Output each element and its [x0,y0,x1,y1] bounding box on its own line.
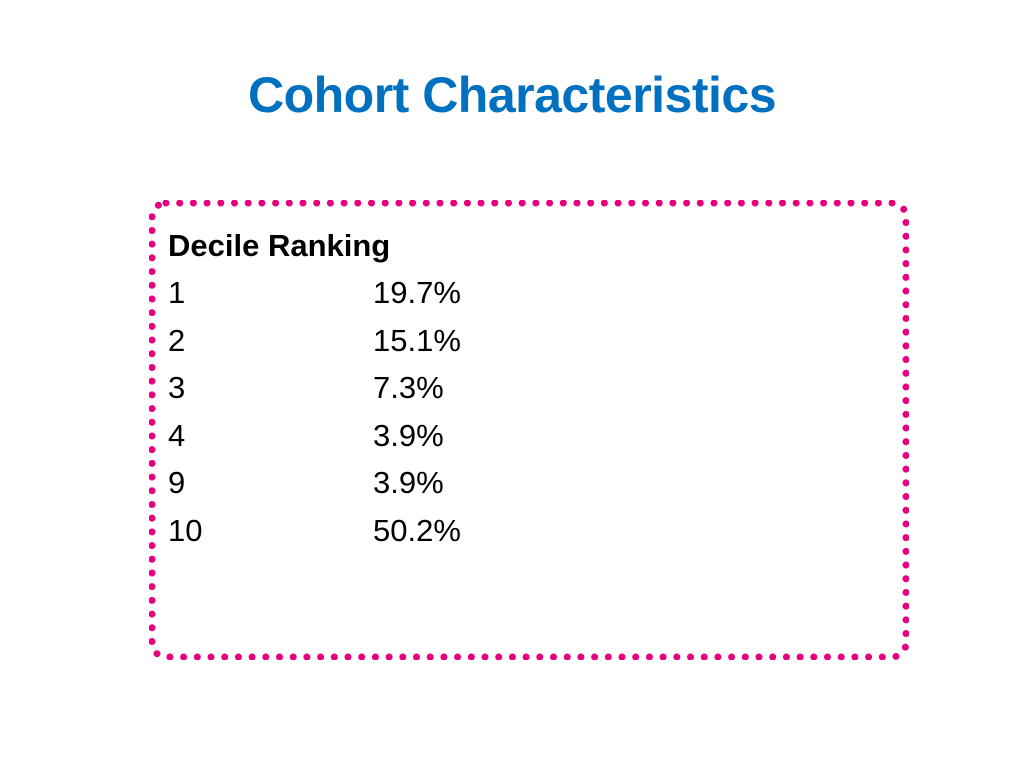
decile-value: 3 [168,370,186,405]
dotted-border [149,200,909,660]
decile-percent: 15.1% [373,322,461,358]
decile-row: 4 3.9% [168,412,768,460]
decile-value: 9 [168,465,186,500]
decile-percent: 3.9% [373,417,444,453]
dotted-frame [149,200,909,660]
slide-title: Cohort Characteristics [247,67,777,123]
decile-heading: Decile Ranking [168,228,391,263]
decile-value: 1 [168,275,186,310]
decile-value: 10 [168,512,203,548]
decile-row: 3 7.3% [168,364,768,412]
decile-percent: 3.9% [373,465,444,500]
decile-row: 2 15.1% [168,317,768,365]
decile-value: 4 [168,417,186,453]
decile-value: 2 [168,322,186,358]
decile-content: Decile Ranking 1 19.7% 2 15.1% 3 7.3% 4 … [168,222,768,554]
dotted-border-outline [149,200,909,660]
decile-row: 1 19.7% [168,269,768,317]
decile-percent: 19.7% [373,275,461,310]
decile-percent: 7.3% [373,370,444,405]
decile-percent: 50.2% [373,512,461,548]
decile-row: 9 3.9% [168,459,768,507]
decile-row: 10 50.2% [168,507,768,555]
